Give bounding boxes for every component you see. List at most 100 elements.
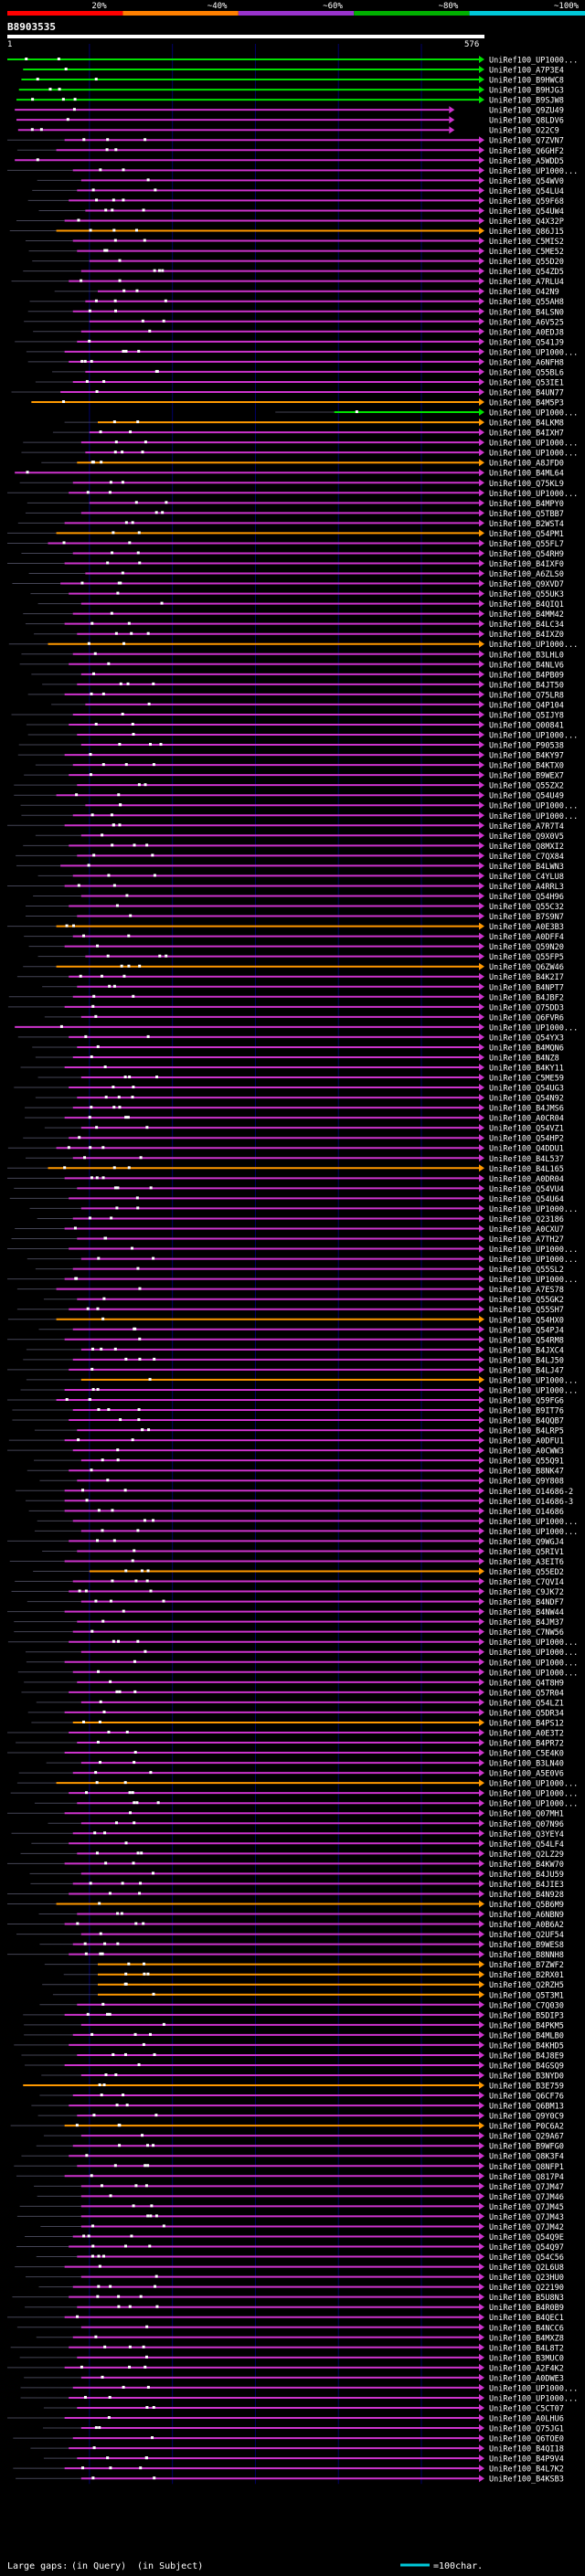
hit-label[interactable]: UniRef100_Q6TOE0: [489, 2435, 564, 2444]
hit-label[interactable]: UniRef100_B4M5P3: [489, 399, 564, 408]
hit-label[interactable]: UniRef100_Q55Q91: [489, 1458, 564, 1467]
hit-label[interactable]: UniRef100_Q7JM42: [489, 2223, 564, 2232]
hit-label[interactable]: UniRef100_B4PKM5: [489, 2021, 564, 2030]
hit-label[interactable]: UniRef100_A5E0V6: [489, 1770, 564, 1779]
hit-label[interactable]: UniRef100_UP1000...: [489, 1790, 578, 1799]
hit-label[interactable]: UniRef100_B4ML64: [489, 470, 564, 479]
hit-label[interactable]: UniRef100_Q7ZVN7: [489, 137, 564, 146]
hit-label[interactable]: UniRef100_Q8K3F4: [489, 2153, 564, 2162]
hit-label[interactable]: UniRef100_Q75KL9: [489, 480, 564, 489]
hit-label[interactable]: UniRef100_Q7JM47: [489, 2183, 564, 2192]
hit-label[interactable]: UniRef100_B4NW44: [489, 1608, 564, 1617]
hit-label[interactable]: UniRef100_Q6ZW46: [489, 963, 564, 972]
hit-label[interactable]: UniRef100_Q54PM1: [489, 530, 564, 539]
hit-label[interactable]: UniRef100_Q2UF54: [489, 1931, 564, 1940]
hit-label[interactable]: UniRef100_Q75LR8: [489, 691, 564, 700]
hit-label[interactable]: UniRef100_Q55BL6: [489, 368, 564, 377]
hit-label[interactable]: UniRef100_Q07MH1: [489, 1810, 564, 1819]
hit-label[interactable]: UniRef100_B4KHD5: [489, 2041, 564, 2051]
hit-label[interactable]: UniRef100_B4KTX0: [489, 762, 564, 771]
hit-label[interactable]: UniRef100_A0DFF4: [489, 933, 564, 942]
hit-label[interactable]: UniRef100_A0CXU7: [489, 1225, 564, 1235]
hit-label[interactable]: UniRef100_Q55SL2: [489, 1266, 564, 1275]
hit-label[interactable]: UniRef100_UP1000...: [489, 1648, 578, 1658]
hit-label[interactable]: UniRef100_B9SJW8: [489, 97, 564, 106]
hit-label[interactable]: UniRef100_Q53IE1: [489, 378, 564, 387]
hit-label[interactable]: UniRef100_UP1000...: [489, 440, 578, 449]
hit-label[interactable]: UniRef100_B5U8N3: [489, 2294, 564, 2303]
hit-label[interactable]: UniRef100_B4MQN6: [489, 1044, 564, 1053]
hit-label[interactable]: UniRef100_UP1000...: [489, 2384, 578, 2393]
hit-label[interactable]: UniRef100_B4NDF7: [489, 1598, 564, 1607]
hit-label[interactable]: UniRef100_Q00841: [489, 721, 564, 730]
hit-label[interactable]: UniRef100_UP1000...: [489, 409, 578, 419]
hit-label[interactable]: UniRef100_UP1000...: [489, 1518, 578, 1527]
hit-label[interactable]: UniRef100_Q6FVR6: [489, 1013, 564, 1023]
hit-label[interactable]: UniRef100_A0E3B3: [489, 923, 564, 932]
hit-label[interactable]: UniRef100_Q55FL7: [489, 540, 564, 549]
hit-label[interactable]: UniRef100_Q9Y808: [489, 1478, 564, 1487]
hit-label[interactable]: UniRef100_A7ES78: [489, 1286, 564, 1295]
hit-label[interactable]: UniRef100_Q54LF4: [489, 1840, 564, 1850]
hit-label[interactable]: UniRef100_Q55ZX2: [489, 782, 564, 791]
hit-label[interactable]: UniRef100_A7TH27: [489, 1235, 564, 1245]
hit-label[interactable]: UniRef100_Q55D20: [489, 258, 564, 267]
hit-label[interactable]: UniRef100_Q54ZD5: [489, 268, 564, 277]
hit-label[interactable]: UniRef100_B4LKM8: [489, 419, 564, 429]
hit-label[interactable]: UniRef100_B4MM42: [489, 610, 564, 620]
hit-label[interactable]: UniRef100_B4UN77: [489, 388, 564, 398]
hit-label[interactable]: UniRef100_B4PR72: [489, 1740, 564, 1749]
hit-label[interactable]: UniRef100_B4L7K2: [489, 2465, 564, 2475]
hit-label[interactable]: UniRef100_P90538: [489, 742, 564, 751]
hit-label[interactable]: UniRef100_Q8LDV6: [489, 117, 564, 126]
hit-label[interactable]: UniRef100_Q86J15: [489, 228, 564, 237]
hit-label[interactable]: UniRef100_Q54H96: [489, 893, 564, 902]
hit-label[interactable]: UniRef100_Q59FG6: [489, 1396, 564, 1405]
hit-label[interactable]: UniRef100_A5WDD5: [489, 157, 564, 166]
hit-label[interactable]: UniRef100_Q54HX0: [489, 1316, 564, 1325]
hit-label[interactable]: UniRef100_B4JMS6: [489, 1105, 564, 1114]
hit-label[interactable]: UniRef100_Q54Q97: [489, 2243, 564, 2253]
hit-label[interactable]: UniRef100_A0CR04: [489, 1115, 564, 1124]
hit-label[interactable]: UniRef100_Q817P4: [489, 2173, 564, 2182]
hit-label[interactable]: UniRef100_C5MIS2: [489, 238, 564, 247]
hit-label[interactable]: UniRef100_Q5IJY8: [489, 711, 564, 720]
hit-label[interactable]: UniRef100_A0CWW3: [489, 1447, 564, 1457]
hit-label[interactable]: UniRef100_B4LJ47: [489, 1366, 564, 1375]
hit-label[interactable]: UniRef100_B4L537: [489, 1155, 564, 1164]
hit-label[interactable]: UniRef100_C4YLU8: [489, 873, 564, 882]
hit-label[interactable]: UniRef100_B4LC34: [489, 620, 564, 630]
hit-label[interactable]: UniRef100_Q55FP5: [489, 953, 564, 962]
hit-label[interactable]: UniRef100_B4LSN0: [489, 308, 564, 317]
hit-label[interactable]: UniRef100_A7RLU4: [489, 278, 564, 287]
hit-label[interactable]: UniRef100_Q54VU4: [489, 1185, 564, 1194]
hit-label[interactable]: UniRef100_C5ME52: [489, 248, 564, 257]
hit-label[interactable]: UniRef100_Q6CF76: [489, 2093, 564, 2102]
hit-label[interactable]: UniRef100_B4LWN3: [489, 863, 564, 872]
hit-label[interactable]: UniRef100_B4LJ50: [489, 1356, 564, 1365]
hit-label[interactable]: UniRef100_UP1000...: [489, 450, 578, 459]
hit-label[interactable]: UniRef100_B9WFG0: [489, 2143, 564, 2152]
hit-label[interactable]: UniRef100_Q29A67: [489, 2133, 564, 2142]
hit-label[interactable]: UniRef100_UP1000...: [489, 1205, 578, 1214]
hit-label[interactable]: UniRef100_A8JFD0: [489, 460, 564, 469]
hit-label[interactable]: UniRef100_O14686: [489, 1508, 564, 1517]
hit-label[interactable]: UniRef100_B4QIQ1: [489, 600, 564, 610]
hit-label[interactable]: UniRef100_Q9XVD7: [489, 580, 564, 589]
hit-label[interactable]: UniRef100_B4P9V4: [489, 2455, 564, 2465]
hit-label[interactable]: UniRef100_Q2RZH5: [489, 1981, 564, 1990]
hit-label[interactable]: UniRef100_O14686-3: [489, 1498, 573, 1507]
hit-label[interactable]: UniRef100_B4R0B9: [489, 2304, 564, 2313]
hit-label[interactable]: UniRef100_Q54LU4: [489, 187, 564, 196]
hit-label[interactable]: UniRef100_Q54LZ1: [489, 1699, 564, 1708]
hit-label[interactable]: UniRef100_B4QI18: [489, 2445, 564, 2454]
hit-label[interactable]: UniRef100_Q07N96: [489, 1820, 564, 1829]
hit-label[interactable]: UniRef100_UP1000...: [489, 1669, 578, 1678]
hit-label[interactable]: UniRef100_B4QEC1: [489, 2314, 564, 2323]
hit-label[interactable]: UniRef100_O42N9: [489, 288, 559, 297]
hit-label[interactable]: UniRef100_B4NPT7: [489, 983, 564, 992]
hit-label[interactable]: UniRef100_Q54WV0: [489, 177, 564, 186]
hit-label[interactable]: UniRef100_Q7JM46: [489, 2193, 564, 2202]
hit-label[interactable]: UniRef100_O22C9: [489, 127, 559, 136]
hit-label[interactable]: UniRef100_B4JU59: [489, 1871, 564, 1880]
